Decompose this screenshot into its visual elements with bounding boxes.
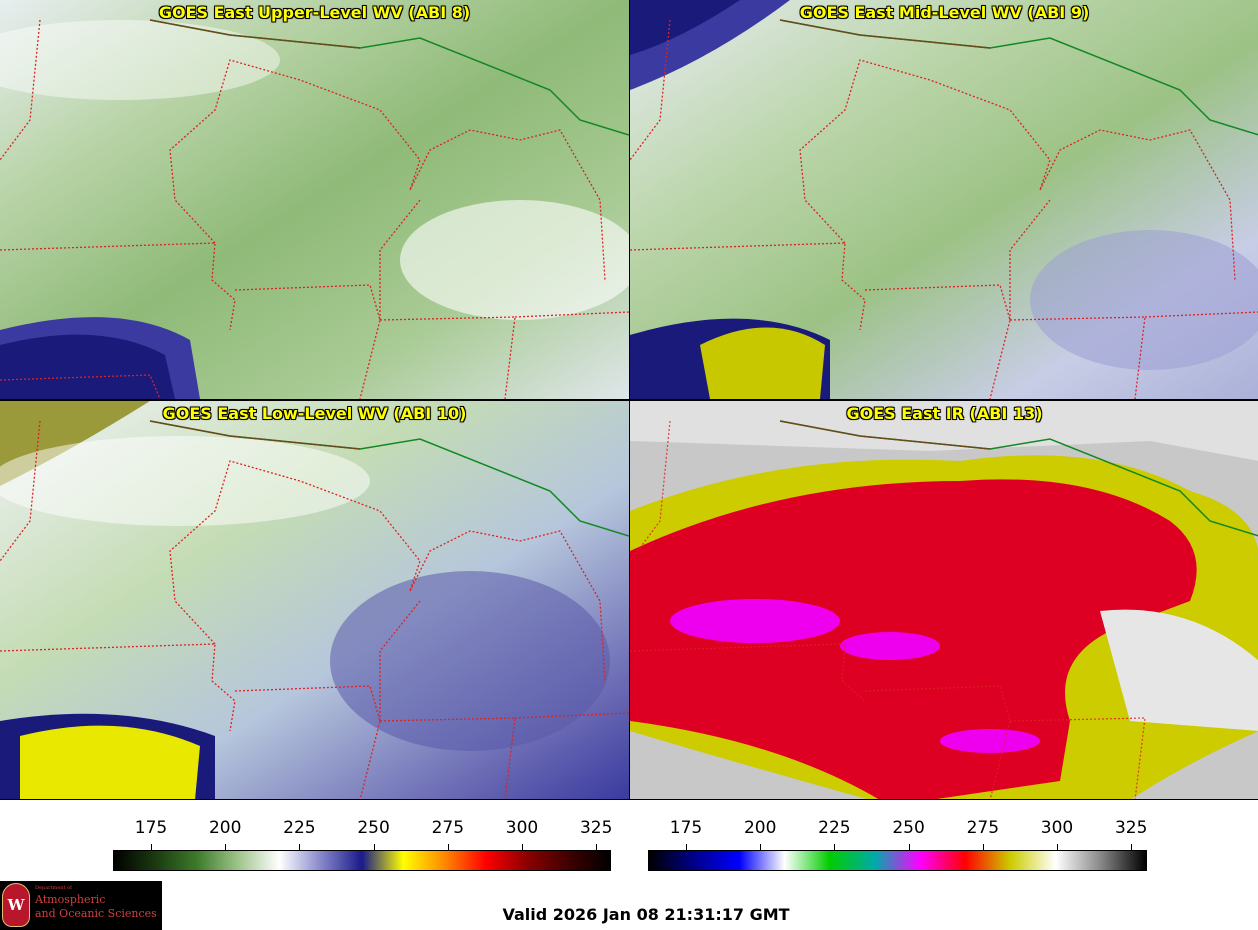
logo-line-3: and Oceanic Sciences	[35, 907, 157, 920]
ir-colorbar	[648, 850, 1147, 871]
ir-tick-mark	[1057, 844, 1058, 850]
uw-aos-logo: W Department of Atmospheric and Oceanic …	[0, 881, 162, 930]
ir-tick-mark	[982, 844, 984, 850]
ir-tick-label: 200	[743, 818, 777, 838]
upper-level-wv-imagery	[0, 0, 629, 399]
ir-tick-mark	[686, 844, 687, 850]
wv-tick-mark	[299, 844, 301, 850]
wv-tick-mark	[225, 844, 227, 850]
wv-tick-label: 300	[505, 818, 539, 838]
panel-title: GOES East IR (ABI 13)	[846, 404, 1043, 423]
panel-title: GOES East Mid-Level WV (ABI 9)	[799, 3, 1090, 22]
ir-tick-mark	[834, 844, 836, 850]
wv-tick-label: 325	[579, 818, 613, 838]
wv-tick-mark	[596, 844, 598, 850]
panel-bottom-border	[0, 799, 1258, 800]
mid-level-wv-imagery	[630, 0, 1258, 399]
ir-tick-label: 225	[818, 818, 851, 838]
wv-tick-label: 200	[208, 818, 242, 838]
wv-tick-mark	[373, 844, 375, 850]
ir-tick-mark	[760, 844, 762, 850]
panel-title: GOES East Low-Level WV (ABI 10)	[162, 404, 467, 423]
wv-tick-mark	[151, 844, 152, 850]
low-level-wv-imagery	[0, 401, 629, 800]
uw-seal-icon: W	[2, 883, 30, 927]
valid-time: Valid 2026 Jan 08 21:31:17 GMT	[502, 905, 790, 924]
ir-tick-mark	[1131, 844, 1133, 850]
ir-tick-label: 325	[1114, 818, 1148, 838]
wv-tick-mark	[522, 844, 523, 850]
panel-ir: GOES East IR (ABI 13)	[630, 401, 1258, 800]
wv-tick-label: 175	[134, 818, 168, 838]
logo-line-2: Atmospheric	[35, 893, 106, 906]
ir-imagery	[630, 401, 1258, 800]
wv-colorbar	[113, 850, 611, 871]
panel-upper-level-wv: GOES East Upper-Level WV (ABI 8)	[0, 0, 629, 399]
panel-low-level-wv: GOES East Low-Level WV (ABI 10)	[0, 401, 629, 800]
panel-title: GOES East Upper-Level WV (ABI 8)	[158, 3, 471, 22]
panel-divider-horizontal	[0, 399, 1258, 401]
wv-tick-label: 275	[431, 818, 465, 838]
logo-line-1: Department of	[35, 885, 72, 891]
panel-mid-level-wv: GOES East Mid-Level WV (ABI 9)	[630, 0, 1258, 399]
ir-tick-label: 175	[669, 818, 703, 838]
wv-tick-label: 250	[357, 818, 390, 838]
wv-tick-mark	[447, 844, 449, 850]
ir-tick-label: 300	[1040, 818, 1074, 838]
ir-tick-mark	[908, 844, 910, 850]
wv-tick-label: 225	[283, 818, 316, 838]
ir-tick-label: 275	[966, 818, 1000, 838]
ir-tick-label: 250	[892, 818, 925, 838]
